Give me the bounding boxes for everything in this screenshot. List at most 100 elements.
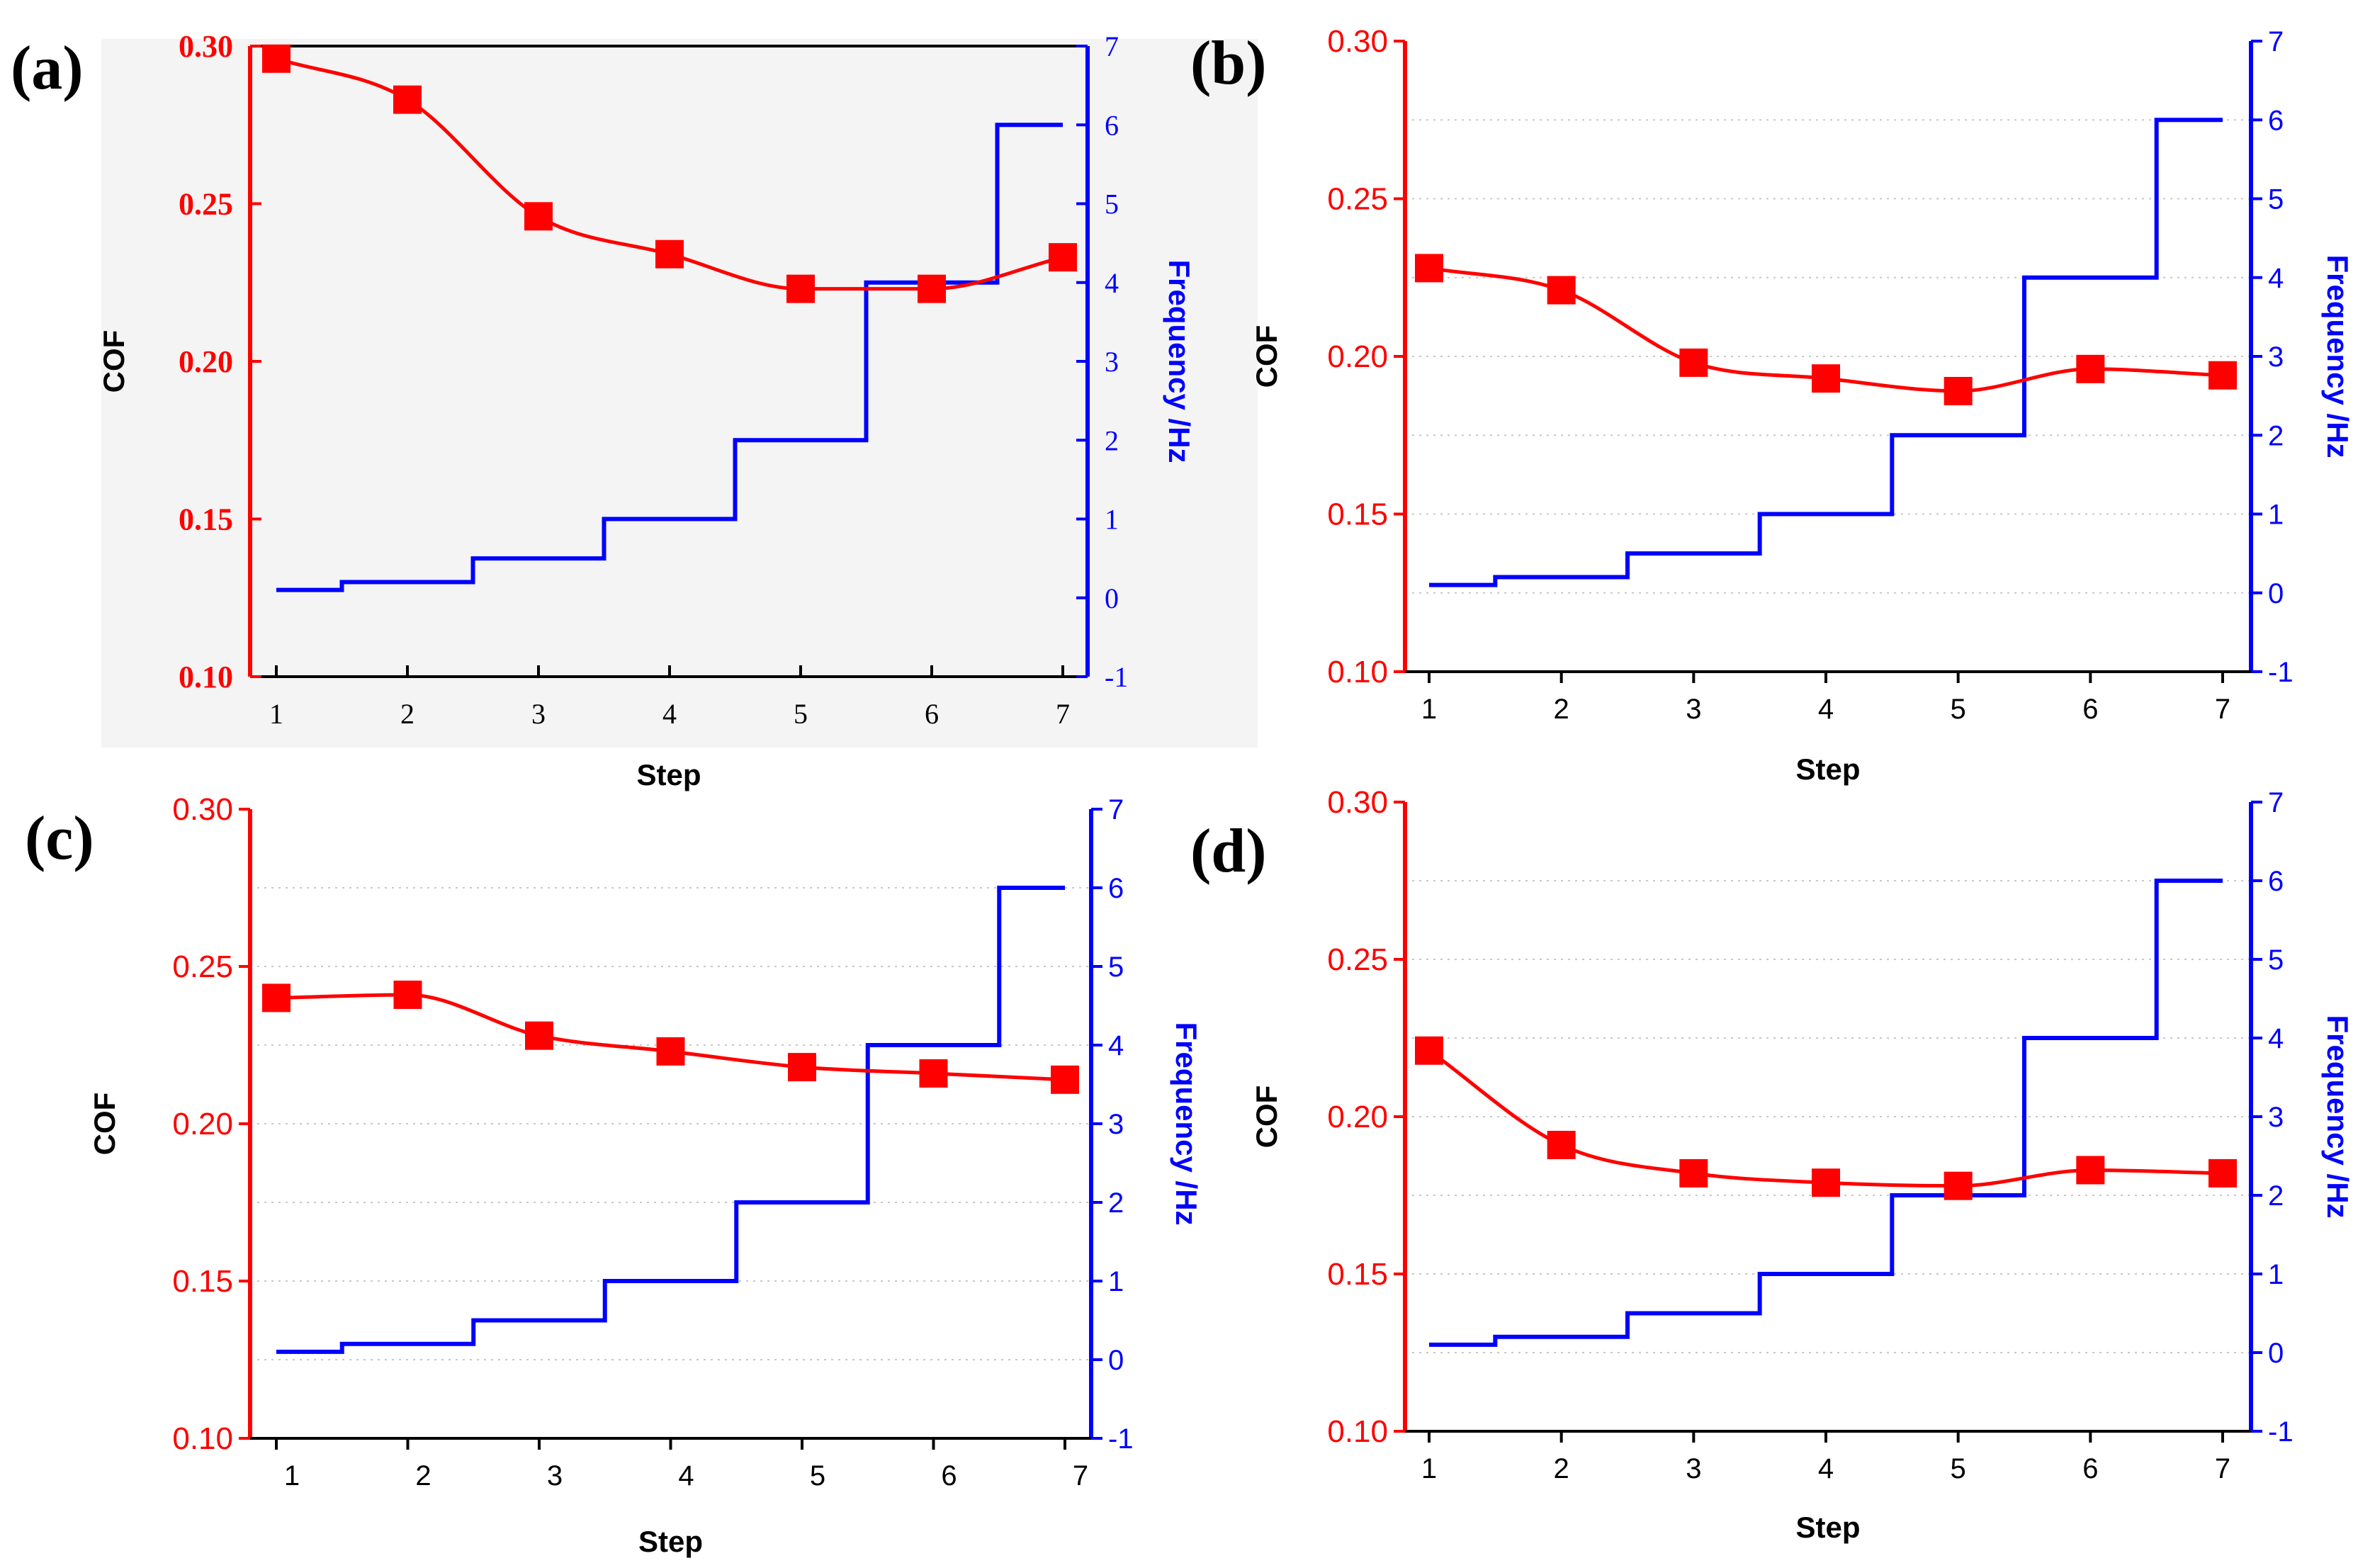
left-axis-tick-label: 0.25	[1327, 942, 1388, 977]
right-axis-tick-label: 2	[1105, 424, 1119, 456]
x-axis-tick-label: 1	[284, 1460, 300, 1491]
left-axis-tick-label: 0.25	[172, 949, 233, 984]
left-axis-tick-label: 0.30	[172, 792, 233, 827]
left-axis-tick-label: 0.10	[1327, 655, 1388, 689]
cof-data-point	[786, 274, 815, 303]
x-axis-tick-label: 1	[269, 698, 283, 730]
cof-data-point	[655, 239, 684, 269]
right-axis-tick-label: 6	[2268, 866, 2284, 897]
right-axis-tick-label: 7	[2268, 787, 2284, 818]
frequency-step-line	[276, 886, 1065, 1354]
cof-data-point	[656, 1037, 685, 1066]
left-axis-title: COF	[1250, 325, 1283, 388]
cof-data-point	[918, 274, 946, 303]
right-axis-tick-label: 1	[2268, 500, 2284, 531]
x-axis-tick-label: 3	[1686, 1453, 1701, 1484]
chart-panel-3: 0.10 0.15 0.20 0.25 0.30 -1 0 1 2 3 4 5 6 7 1 2 3 4 5 6 7 (c)…	[25, 792, 1203, 1558]
right-axis-tick-label: 0	[1108, 1345, 1124, 1376]
right-axis-tick-label: 4	[1108, 1030, 1124, 1061]
cof-data-point	[1049, 243, 1077, 272]
right-axis-tick-label: 2	[2268, 1180, 2284, 1212]
cof-data-point	[1679, 348, 1708, 377]
left-axis-tick-label: 0.30	[1327, 24, 1388, 59]
left-axis-tick-label: 0.25	[179, 187, 233, 222]
right-axis-tick-label: 6	[1108, 873, 1124, 904]
left-axis-tick-label: 0.15	[1327, 1257, 1388, 1292]
x-axis-tick-label: 2	[415, 1460, 431, 1491]
x-axis-tick-label: 3	[1686, 694, 1701, 725]
right-axis-tick-label: 5	[1108, 952, 1124, 983]
x-axis-title: Step	[1795, 752, 1860, 786]
x-axis-tick-label: 2	[400, 698, 414, 730]
left-axis-tick-label: 0.15	[179, 502, 233, 537]
cof-data-point	[2208, 1158, 2237, 1188]
x-axis-title: Step	[1795, 1511, 1860, 1544]
x-axis-tick-label: 6	[941, 1460, 957, 1491]
x-axis-tick-label: 2	[1554, 1453, 1569, 1484]
right-axis-tick-label: 1	[2268, 1259, 2284, 1290]
chart-panel-4: 0.10 0.15 0.20 0.25 0.30 -1 0 1 2 3 4 5 6 7 1 2 3 4 5 6 7 (d)…	[1190, 785, 2354, 1544]
x-axis-tick-label: 6	[2082, 694, 2098, 725]
right-axis-tick-label: 3	[2268, 1102, 2284, 1133]
cof-data-point	[2076, 1156, 2105, 1185]
x-axis-tick-label: 7	[2215, 1453, 2230, 1484]
right-axis-tick-label: 7	[1105, 30, 1119, 62]
left-axis-title: COF	[88, 1093, 121, 1156]
right-axis-tick-label: 6	[2268, 105, 2284, 136]
x-axis-tick-label: 5	[1951, 1453, 1966, 1484]
right-axis-tick-label: 3	[1105, 346, 1119, 378]
cof-data-point	[1679, 1158, 1708, 1188]
x-axis-tick-label: 7	[1056, 698, 1070, 730]
right-axis-tick-label: -1	[1108, 1423, 1134, 1455]
x-axis-tick-label: 7	[1073, 1460, 1088, 1491]
cof-data-point	[1547, 276, 1576, 305]
x-axis-tick-label: 6	[925, 698, 939, 730]
right-axis-tick-label: 2	[2268, 420, 2284, 451]
right-axis-tick-label: -1	[1105, 661, 1128, 693]
right-axis-tick-label: 4	[1105, 267, 1119, 299]
x-axis-tick-label: 3	[547, 1460, 563, 1491]
panel-label: (d)	[1190, 817, 1267, 886]
panel-label: (a)	[11, 34, 84, 103]
x-axis-tick-label: 7	[2215, 694, 2230, 725]
x-axis-tick-label: 5	[1951, 694, 1966, 725]
right-axis-tick-label: -1	[2268, 657, 2294, 688]
right-axis-tick-label: -1	[2268, 1416, 2294, 1448]
right-axis-tick-label: 6	[1105, 109, 1119, 141]
cof-data-point	[1051, 1065, 1079, 1094]
x-axis-tick-label: 2	[1554, 694, 1569, 725]
cof-data-point	[2076, 354, 2105, 383]
left-axis-tick-label: 0.20	[179, 344, 233, 379]
frequency-step-line	[1429, 118, 2223, 587]
cof-data-point	[788, 1053, 816, 1082]
left-axis-tick-label: 0.25	[1327, 182, 1388, 217]
panel-background	[101, 39, 1258, 748]
cof-data-point	[262, 44, 290, 73]
chart-panel-2: 0.10 0.15 0.20 0.25 0.30 -1 0 1 2 3 4 5 6 7 1 2 3 4 5 6 7 (b)…	[1190, 24, 2354, 786]
x-axis-tick-label: 3	[531, 698, 546, 730]
right-axis-title: Frequency /Hz	[2321, 254, 2354, 458]
cof-data-point	[1812, 1168, 1840, 1197]
left-axis-tick-label: 0.20	[172, 1107, 233, 1141]
right-axis-title: Frequency /Hz	[2321, 1015, 2354, 1218]
x-axis-tick-label: 4	[662, 698, 677, 730]
left-axis-tick-label: 0.10	[179, 660, 233, 694]
left-axis-tick-label: 0.15	[1327, 497, 1388, 532]
left-axis-title: COF	[1250, 1085, 1283, 1149]
cof-data-point	[919, 1059, 948, 1088]
right-axis-tick-label: 5	[2268, 184, 2284, 215]
frequency-step-line	[1429, 879, 2223, 1347]
panel-label: (b)	[1190, 29, 1267, 98]
x-axis-tick-label: 4	[1818, 694, 1834, 725]
left-axis-tick-label: 0.30	[179, 29, 233, 64]
chart-panel-1: 0.10 0.15 0.20 0.25 0.30 -1 0 1 2 3 4 5 6 7 1 2 3 4 5 6 7 (a)…	[11, 29, 1258, 791]
left-axis-title: COF	[97, 330, 130, 393]
cof-data-point	[1944, 376, 1973, 405]
right-axis-tick-label: 5	[2268, 944, 2284, 976]
right-axis-tick-label: 4	[2268, 263, 2284, 294]
panel-label: (c)	[25, 804, 94, 873]
cof-data-point	[525, 1021, 553, 1050]
right-axis-tick-label: 2	[1108, 1188, 1124, 1219]
x-axis-tick-label: 6	[2082, 1453, 2098, 1484]
